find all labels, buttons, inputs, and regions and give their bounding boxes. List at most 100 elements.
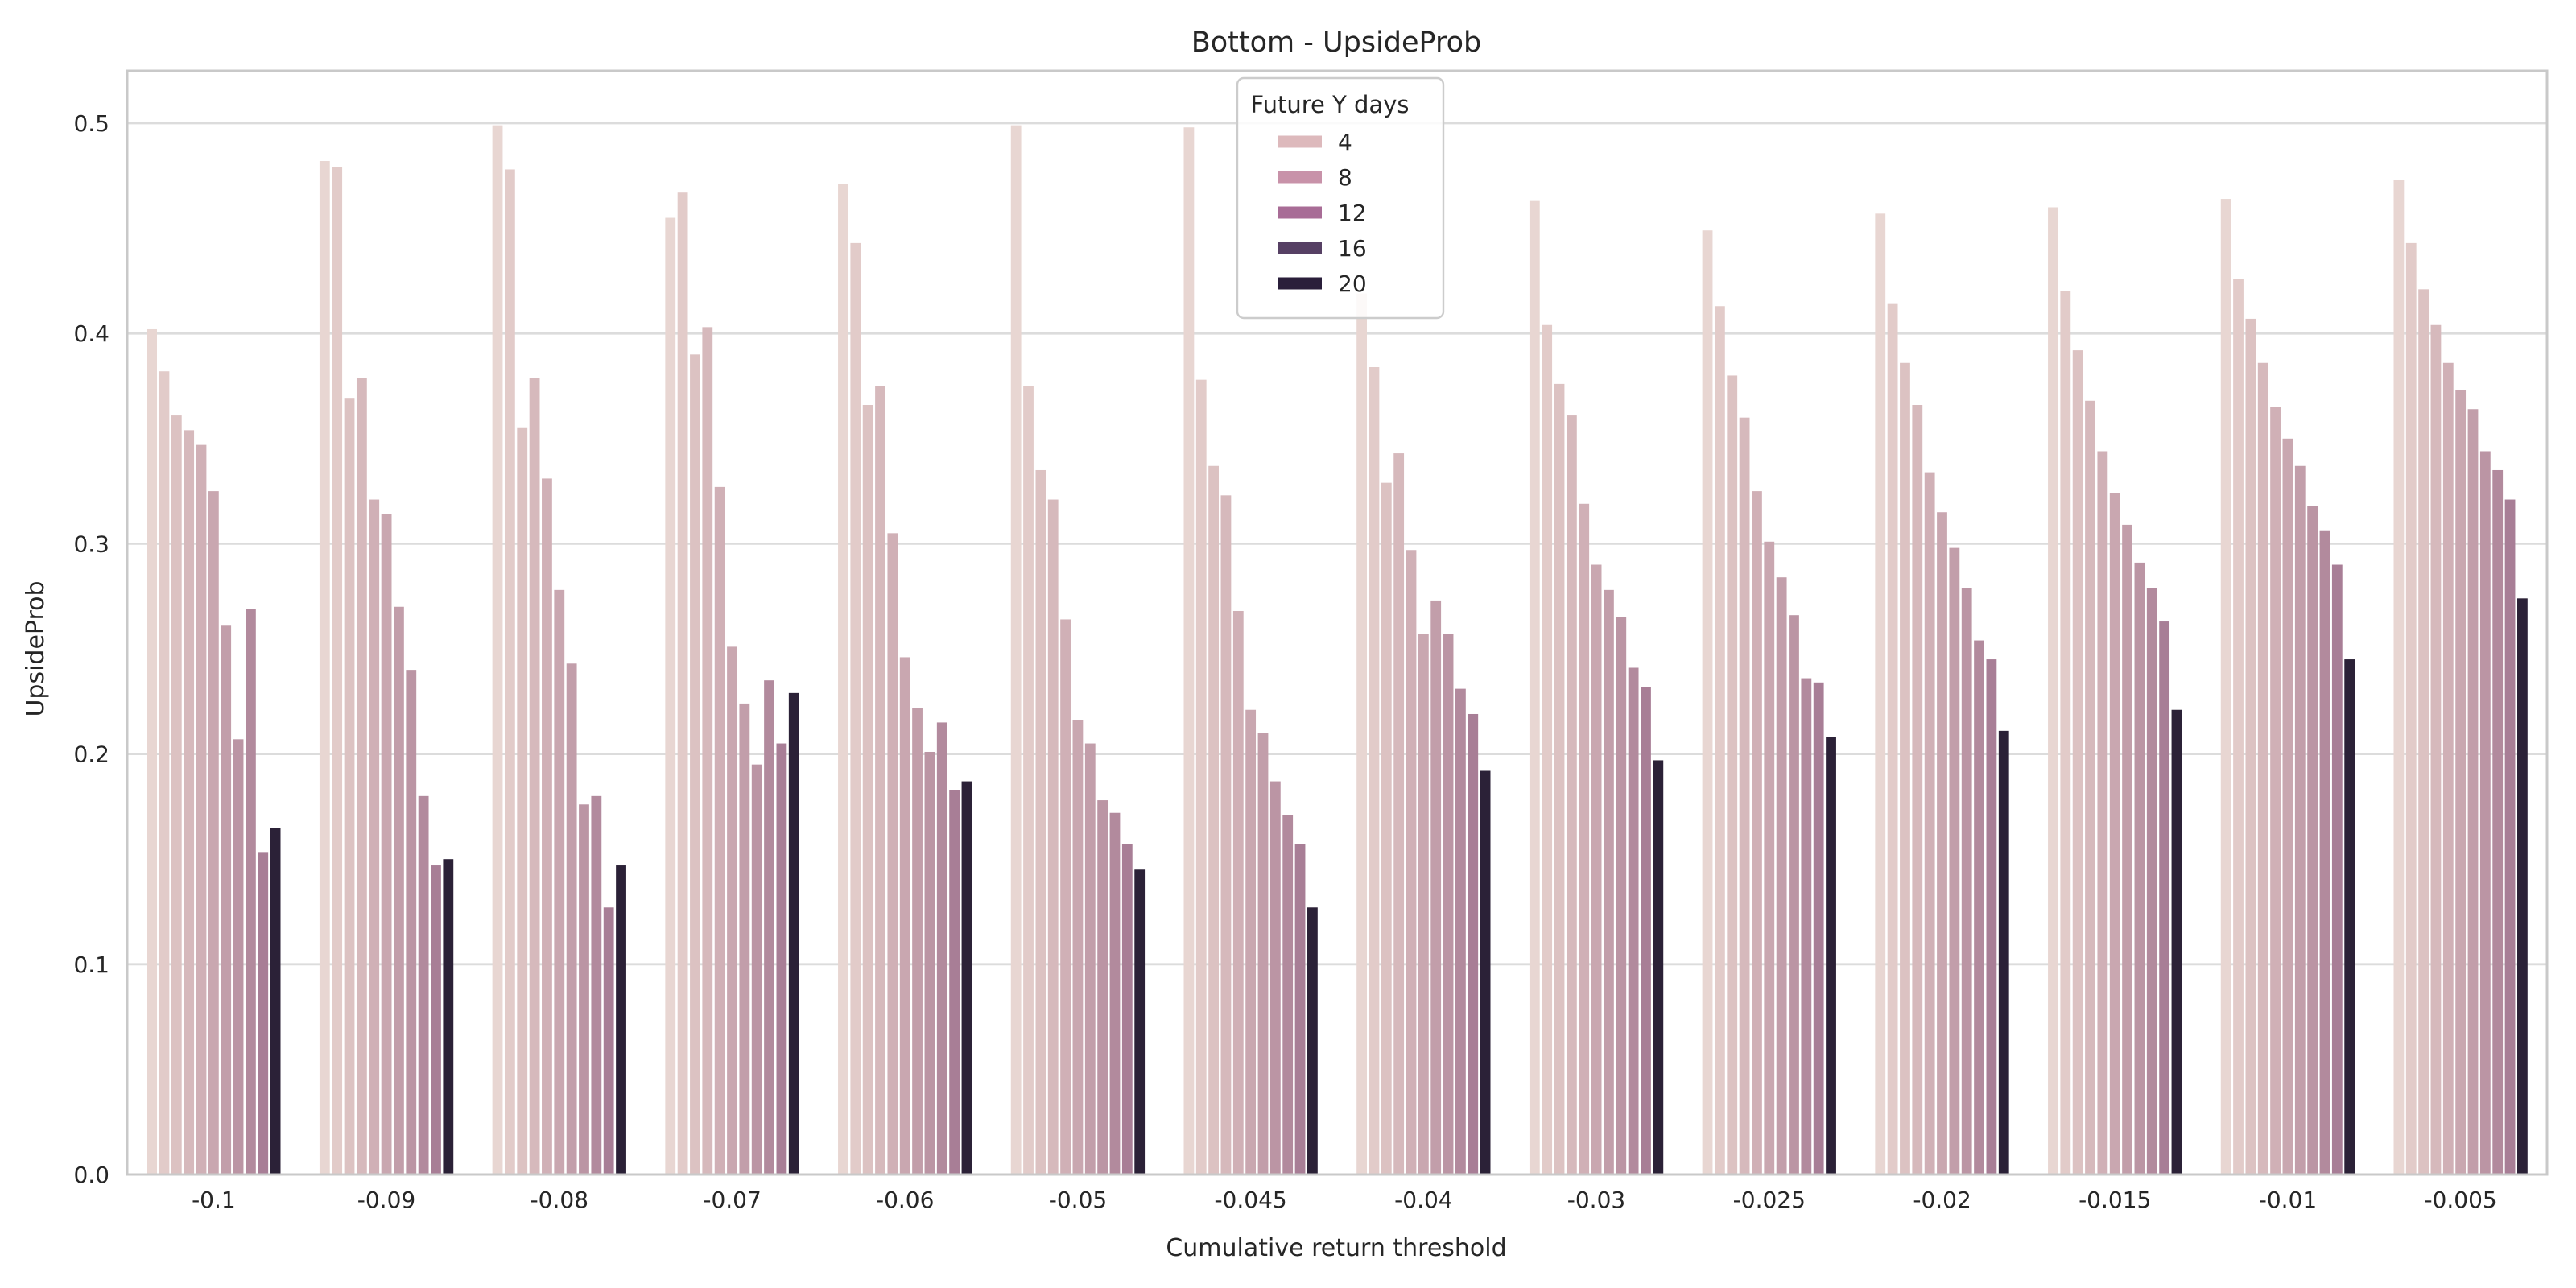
bar	[1653, 760, 1664, 1174]
bar	[566, 663, 577, 1174]
y-tick-label: 0.5	[73, 110, 109, 137]
bar	[2159, 621, 2170, 1174]
bar	[2307, 506, 2318, 1174]
bar-group	[2048, 207, 2182, 1175]
bar	[1443, 634, 1454, 1174]
bar	[1220, 495, 1232, 1174]
bar	[2430, 324, 2442, 1174]
x-axis-label: Cumulative return threshold	[1166, 1234, 1506, 1262]
bar	[887, 533, 898, 1174]
x-tick-label: -0.07	[703, 1187, 761, 1213]
bar-group	[1356, 293, 1491, 1175]
bar	[1010, 125, 1022, 1174]
bar	[1789, 615, 1799, 1174]
bar	[2257, 362, 2268, 1174]
bar	[159, 371, 170, 1175]
bar	[1628, 667, 1639, 1174]
bar	[542, 478, 552, 1174]
bar	[665, 217, 676, 1174]
bar	[1208, 465, 1219, 1174]
legend-entry-label: 12	[1338, 200, 1367, 226]
bar	[1826, 737, 1836, 1174]
bar	[1393, 453, 1405, 1174]
bar	[899, 657, 910, 1174]
bar	[1282, 815, 1294, 1174]
y-tick-labels: 0.0 0.1 0.2 0.3 0.4 0.5	[73, 110, 109, 1188]
bar	[2233, 279, 2244, 1174]
bar	[1739, 417, 1750, 1174]
bar-group	[2393, 180, 2528, 1175]
bar	[727, 646, 737, 1174]
bar	[431, 865, 441, 1174]
bar	[418, 795, 429, 1174]
bar	[332, 167, 343, 1175]
y-tick-label: 0.3	[73, 530, 109, 557]
bar	[739, 703, 750, 1174]
bar	[850, 242, 861, 1174]
bar	[1875, 213, 1886, 1174]
y-axis-label: UpsideProb	[22, 580, 50, 716]
bar	[319, 161, 330, 1174]
bar	[936, 722, 947, 1174]
bar	[690, 354, 700, 1174]
legend-swatch	[1278, 242, 1322, 254]
bar	[2134, 562, 2145, 1174]
bar	[2344, 659, 2355, 1174]
bar	[1974, 640, 1984, 1174]
bar	[2171, 709, 2182, 1174]
y-tick-label: 0.2	[73, 741, 109, 768]
x-tick-label: -0.08	[530, 1187, 588, 1213]
bar	[1949, 547, 1960, 1174]
bar	[517, 427, 528, 1174]
bar	[258, 852, 269, 1174]
x-tick-label: -0.03	[1567, 1187, 1625, 1213]
x-tick-label: -0.05	[1049, 1187, 1107, 1213]
bar	[1430, 600, 1442, 1174]
x-tick-label: -0.015	[2079, 1187, 2151, 1213]
bar	[1776, 577, 1787, 1174]
bar	[406, 670, 417, 1174]
bar	[1529, 200, 1540, 1174]
bar	[924, 751, 935, 1174]
bar	[1616, 617, 1627, 1174]
bar	[2220, 199, 2231, 1174]
bar	[1195, 379, 1207, 1174]
bar	[862, 405, 873, 1174]
bar	[208, 491, 219, 1174]
bar	[1294, 844, 1306, 1174]
bar	[2405, 242, 2417, 1174]
bar	[702, 327, 713, 1174]
bar	[1912, 405, 1923, 1174]
bar	[1307, 907, 1318, 1174]
bar	[1109, 812, 1121, 1174]
bar	[1542, 324, 1553, 1174]
legend-swatch	[1278, 135, 1322, 148]
bar	[529, 378, 540, 1174]
bar	[1060, 619, 1071, 1174]
x-tick-label: -0.09	[357, 1187, 415, 1213]
bar	[2072, 350, 2083, 1175]
bar-group	[319, 161, 454, 1175]
legend-entry-label: 4	[1338, 129, 1352, 155]
bar	[1714, 306, 1725, 1174]
bar	[1641, 687, 1651, 1174]
chart-title: Bottom - UpsideProb	[1191, 27, 1482, 59]
bar	[1023, 386, 1034, 1174]
x-tick-label: -0.06	[876, 1187, 934, 1213]
y-tick-label: 0.4	[73, 320, 109, 347]
bar	[579, 804, 589, 1174]
x-tick-labels: -0.1 -0.09 -0.08 -0.07 -0.06 -0.05 -0.045 -0.04…	[192, 1187, 2497, 1213]
bar	[2492, 469, 2504, 1174]
bar	[1257, 733, 1269, 1174]
bar	[1961, 588, 1972, 1174]
bar	[1232, 610, 1244, 1174]
bar	[2146, 588, 2157, 1174]
bar	[369, 499, 380, 1174]
bar	[1579, 503, 1590, 1174]
bar-group	[1010, 125, 1146, 1174]
legend-entry-label: 8	[1338, 164, 1352, 191]
bar	[1554, 383, 1565, 1174]
bar	[1764, 541, 1775, 1174]
bar	[1924, 472, 1935, 1174]
